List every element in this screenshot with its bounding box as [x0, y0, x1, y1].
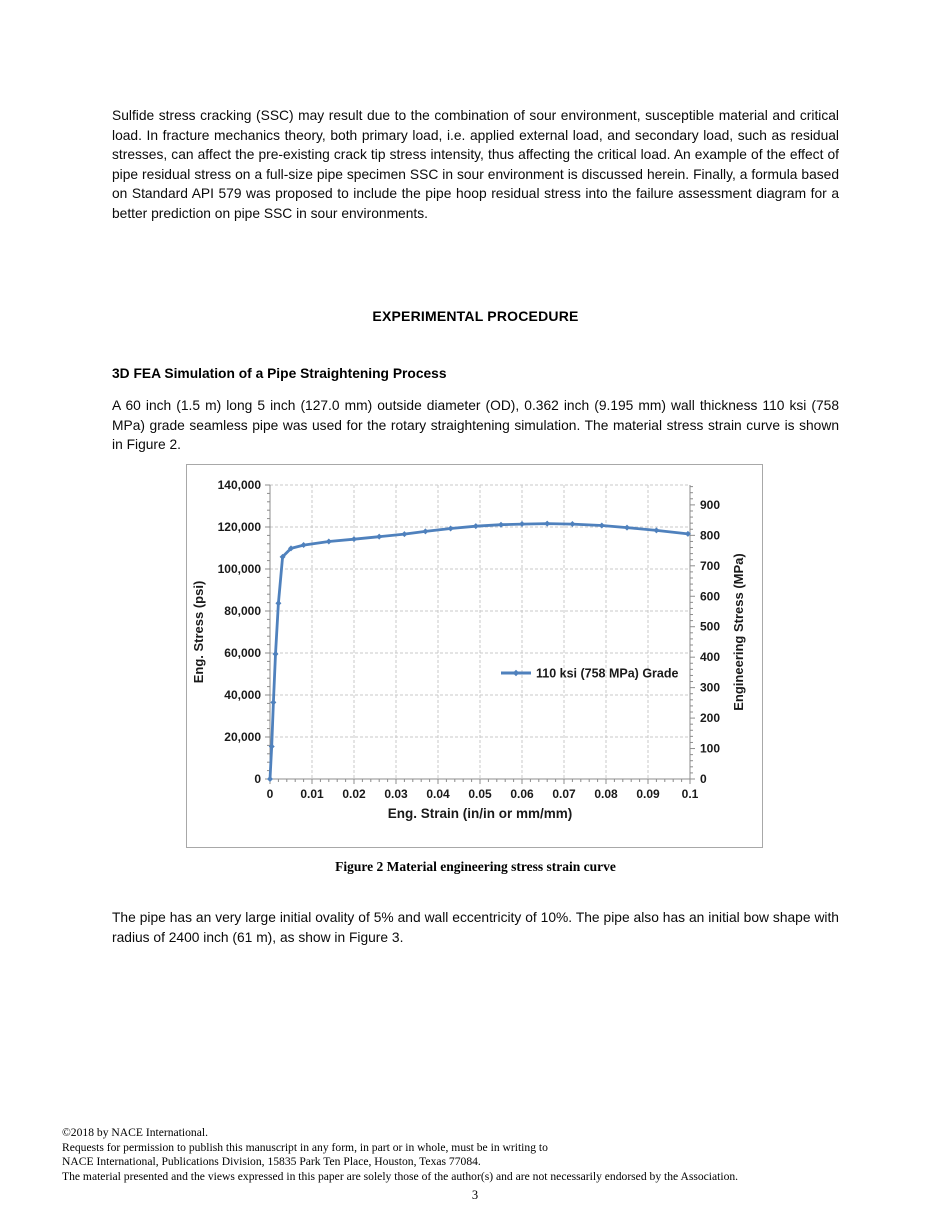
page-footer: ©2018 by NACE International. Requests fo…	[62, 1126, 862, 1184]
svg-text:0.04: 0.04	[426, 787, 450, 801]
svg-text:60,000: 60,000	[224, 646, 261, 660]
right-axis-title: Engineering Stress (MPa)	[731, 553, 746, 710]
chart-legend: 110 ksi (758 MPa) Grade	[501, 667, 678, 681]
legend-label: 110 ksi (758 MPa) Grade	[536, 667, 678, 681]
chart-tick-labels: 0 20,000 40,000 60,000 80,000 100,000 120,000 1…	[218, 478, 721, 801]
paragraph-pipe-specs: A 60 inch (1.5 m) long 5 inch (127.0 mm)…	[112, 398, 839, 453]
footer-line-address: NACE International, Publications Divisio…	[62, 1155, 481, 1169]
figure-2-container: 0 20,000 40,000 60,000 80,000 100,000 120,000 1…	[186, 464, 763, 848]
subsection-heading-3d-fea: 3D FEA Simulation of a Pipe Straightenin…	[112, 366, 447, 381]
svg-text:80,000: 80,000	[224, 604, 261, 618]
svg-text:700: 700	[700, 559, 720, 573]
section-heading-experimental-procedure: EXPERIMENTAL PROCEDURE	[372, 308, 579, 324]
series-markers	[267, 520, 691, 782]
svg-text:800: 800	[700, 528, 720, 542]
svg-text:0.08: 0.08	[594, 787, 618, 801]
svg-text:900: 900	[700, 498, 720, 512]
svg-text:120,000: 120,000	[218, 520, 262, 534]
svg-text:0.07: 0.07	[552, 787, 576, 801]
svg-text:500: 500	[700, 620, 720, 634]
svg-text:20,000: 20,000	[224, 730, 261, 744]
svg-text:0.09: 0.09	[636, 787, 660, 801]
legend-marker	[512, 669, 520, 677]
svg-text:400: 400	[700, 650, 720, 664]
figure-2-chart: 0 20,000 40,000 60,000 80,000 100,000 120,000 1…	[191, 478, 746, 821]
svg-text:0: 0	[267, 787, 274, 801]
svg-text:140,000: 140,000	[218, 478, 262, 492]
svg-text:300: 300	[700, 681, 720, 695]
svg-text:100,000: 100,000	[218, 562, 262, 576]
paragraph-intro: Sulfide stress cracking (SSC) may result…	[112, 108, 839, 221]
footer-line-disclaimer: The material presented and the views exp…	[62, 1169, 739, 1183]
footer-line-copyright: ©2018 by NACE International.	[62, 1126, 208, 1139]
page-number: 3	[471, 1188, 479, 1202]
x-axis-title: Eng. Strain (in/in or mm/mm)	[388, 806, 573, 821]
svg-text:0: 0	[700, 772, 707, 786]
svg-text:0.06: 0.06	[510, 787, 534, 801]
footer-line-permission: Requests for permission to publish this …	[62, 1140, 548, 1154]
svg-text:0.05: 0.05	[468, 787, 492, 801]
stress-strain-curve	[268, 522, 690, 781]
svg-text:200: 200	[700, 711, 720, 725]
chart-axes	[265, 484, 695, 784]
svg-text:0.03: 0.03	[384, 787, 408, 801]
svg-text:0: 0	[254, 772, 261, 786]
svg-text:100: 100	[700, 742, 720, 756]
paragraph-ovality: The pipe has an very large initial ovali…	[112, 910, 839, 945]
svg-text:0.1: 0.1	[682, 787, 699, 801]
svg-text:40,000: 40,000	[224, 688, 261, 702]
figure-2-caption: Figure 2 Material engineering stress str…	[335, 859, 616, 874]
svg-text:0.02: 0.02	[342, 787, 366, 801]
svg-text:600: 600	[700, 589, 720, 603]
svg-text:0.01: 0.01	[300, 787, 324, 801]
left-axis-title: Eng. Stress (psi)	[191, 581, 206, 684]
